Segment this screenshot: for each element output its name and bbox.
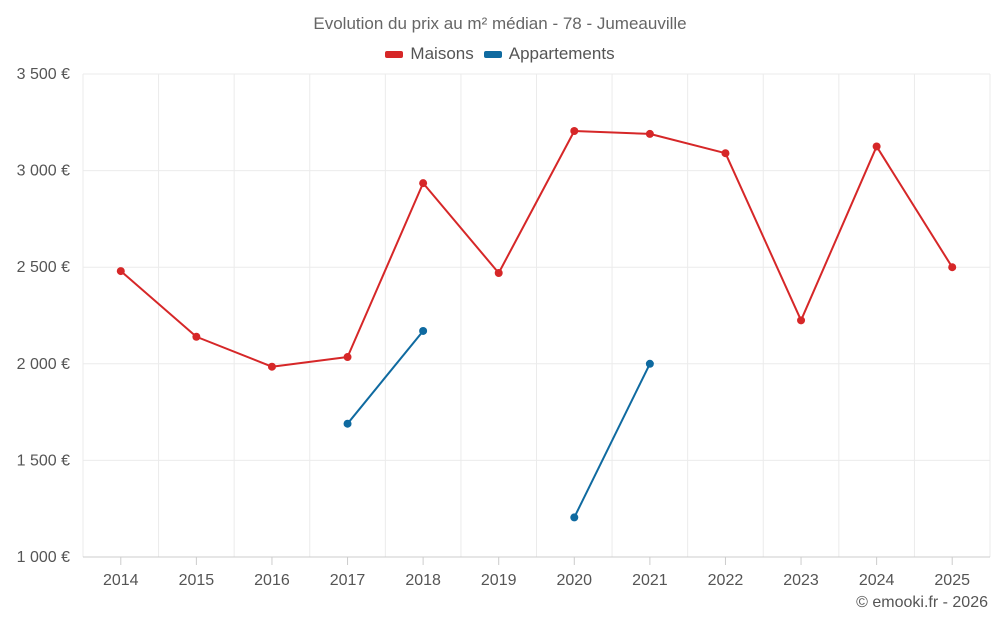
data-point-appartements [419,326,428,335]
x-tick-label: 2014 [103,572,139,589]
x-tick-label: 2019 [481,572,517,589]
chart-points [116,126,957,522]
data-point-appartements [570,513,579,522]
data-point-maisons [948,263,957,272]
y-tick-label: 2 500 € [17,259,70,276]
x-tick-label: 2015 [179,572,215,589]
x-tick-label: 2025 [934,572,970,589]
series-line-appartements [346,330,424,425]
y-tick-label: 2 000 € [17,356,70,373]
data-point-maisons [721,149,730,158]
data-point-appartements [343,419,352,428]
y-tick-label: 1 000 € [17,549,70,566]
legend-item-maisons[interactable]: Maisons [385,44,474,64]
legend-label-maisons: Maisons [410,44,474,63]
chart-series-lines [120,129,954,518]
data-point-maisons [797,316,806,325]
data-point-maisons [570,126,579,135]
copyright-credit: © emooki.fr - 2026 [856,594,988,611]
y-tick-label: 3 500 € [17,66,70,83]
series-line-appartements [573,363,651,518]
chart-grid [82,73,991,558]
x-tick-label: 2020 [556,572,592,589]
x-tick-label: 2021 [632,572,668,589]
data-point-maisons [645,129,654,138]
x-tick-label: 2017 [330,572,366,589]
data-point-maisons [116,267,125,276]
data-point-appartements [645,359,654,368]
data-point-maisons [872,142,881,151]
y-tick-label: 1 500 € [17,452,70,469]
legend-label-appartements: Appartements [508,44,615,63]
x-tick-label: 2022 [708,572,744,589]
x-tick-label: 2016 [254,572,290,589]
legend-swatch-maisons [385,50,404,58]
data-point-maisons [343,353,352,362]
data-point-maisons [494,268,503,277]
y-tick-label: 3 000 € [17,163,70,180]
x-tick-label: 2024 [859,572,895,589]
x-tick-label: 2018 [405,572,441,589]
chart-legend: Maisons Appartements [0,44,1000,64]
legend-item-appartements[interactable]: Appartements [483,44,615,64]
legend-swatch-appartements [483,50,502,58]
data-point-maisons [192,332,201,341]
data-point-maisons [419,179,428,188]
chart-axes: 1 000 € 1 500 € 2 000 € 2 500 € 3 000 € 3 500… [17,66,990,589]
x-tick-label: 2023 [783,572,819,589]
series-line-maisons [120,129,954,368]
chart-title: Evolution du prix au m² médian - 78 - Ju… [313,14,687,33]
data-point-maisons [267,362,276,371]
